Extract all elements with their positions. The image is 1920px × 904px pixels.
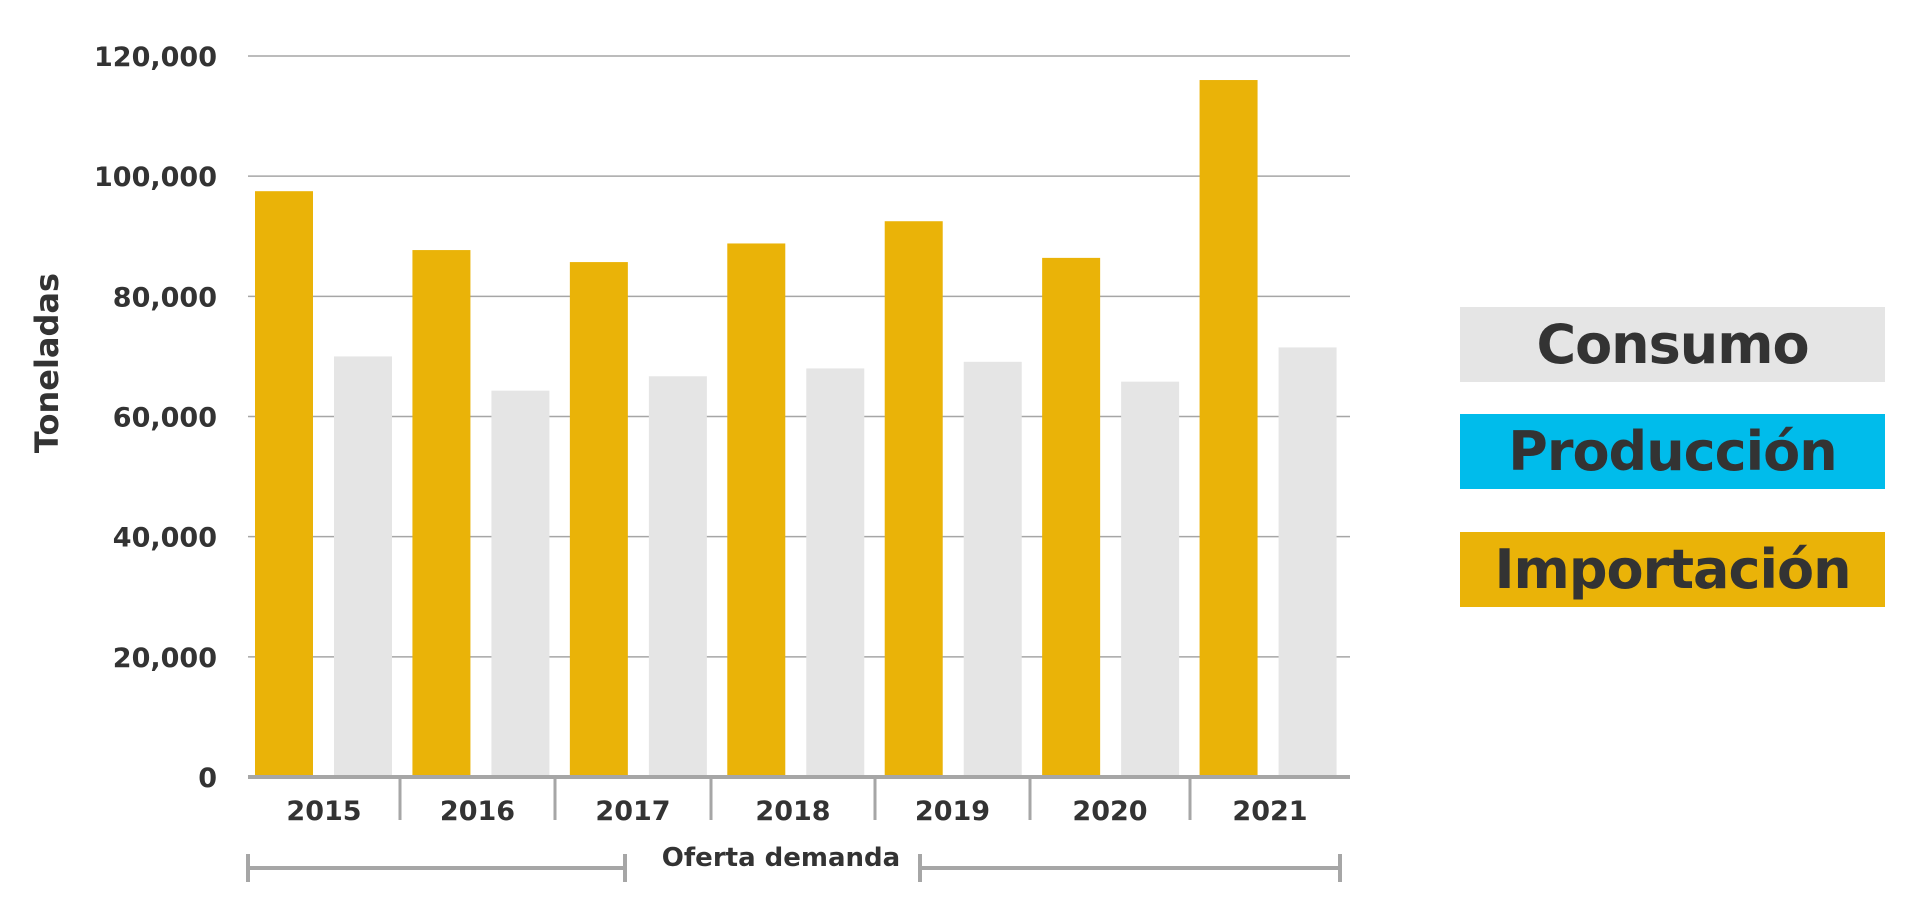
bar-importacion-2017 [569,262,628,778]
x-tick-label: 2015 [286,796,361,827]
x-tick-label: 2017 [595,796,670,827]
bar-consumo-2019 [963,361,1022,777]
x-group-bracket [246,854,1342,882]
y-tick-label: 20,000 [113,643,217,674]
x-tick-label: 2021 [1232,796,1307,827]
x-tick-label: 2019 [915,796,990,827]
bar-importacion-2015 [255,191,313,777]
legend-item-importacion: Importación [1460,532,1885,607]
bar-consumo-2021 [1278,347,1337,777]
legend-item-consumo: Consumo [1460,307,1885,382]
y-tick-label: 120,000 [94,42,217,73]
bar-importacion-2016 [412,250,471,778]
bar-consumo-2020 [1121,381,1180,777]
y-axis-ticks: 0 20,000 40,000 60,000 80,000 100,000 120,000 [94,42,217,794]
y-tick-label: 60,000 [113,403,217,434]
bar-consumo-2018 [806,368,865,777]
y-tick-label: 40,000 [113,523,217,554]
y-tick-label: 100,000 [94,162,217,193]
bar-consumo-2016 [491,390,550,777]
y-tick-label: 80,000 [113,282,217,313]
legend: Consumo Producción Importación [1460,307,1885,650]
y-axis-title: Toneladas [28,273,66,453]
x-axis: 2015 2016 2017 2018 2019 2020 2021 [248,775,1350,827]
x-tick-label: 2018 [755,796,830,827]
legend-item-produccion: Producción [1460,414,1885,489]
bar-importacion-2020 [1042,257,1101,777]
bar-importacion-2021 [1199,80,1258,778]
x-tick-label: 2020 [1072,796,1147,827]
bars [255,80,1337,778]
x-group-label: Oferta demanda [662,843,900,873]
bar-consumo-2017 [648,376,707,777]
bar-importacion-2018 [727,243,786,777]
bar-consumo-2015 [334,356,392,777]
x-tick-label: 2016 [440,796,515,827]
bar-importacion-2019 [884,221,943,777]
y-tick-label: 0 [198,763,217,794]
